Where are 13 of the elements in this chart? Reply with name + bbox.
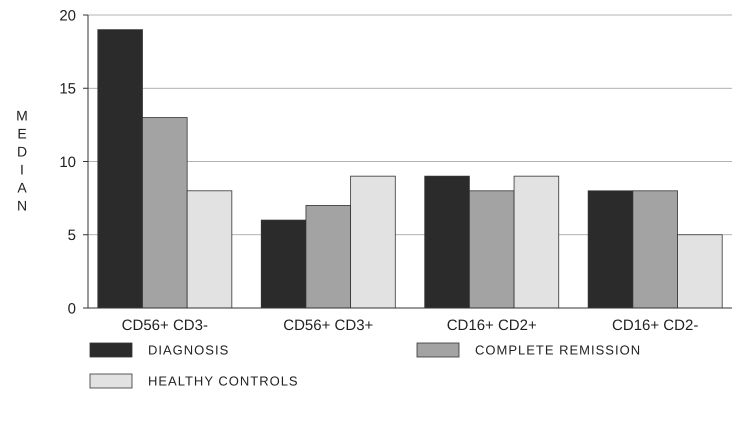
x-tick-label: CD16+ CD2+ <box>446 317 537 334</box>
legend-label: DIAGNOSIS <box>148 342 230 358</box>
y-tick-label: 0 <box>68 300 76 318</box>
y-tick-label: 15 <box>59 80 76 98</box>
y-axis-title: MEDIAN <box>14 108 30 216</box>
y-tick-label: 5 <box>68 227 76 244</box>
legend-label: COMPLETE REMISSION <box>475 342 642 358</box>
x-tick-label: CD56+ CD3- <box>122 317 208 334</box>
legend-label: HEALTHY CONTROLS <box>148 374 299 389</box>
x-tick-label: CD56+ CD3+ <box>283 317 374 334</box>
y-tick-label: 20 <box>59 7 76 24</box>
y-tick-label: 10 <box>59 154 76 171</box>
x-tick-label: CD16+ CD2- <box>612 317 698 334</box>
